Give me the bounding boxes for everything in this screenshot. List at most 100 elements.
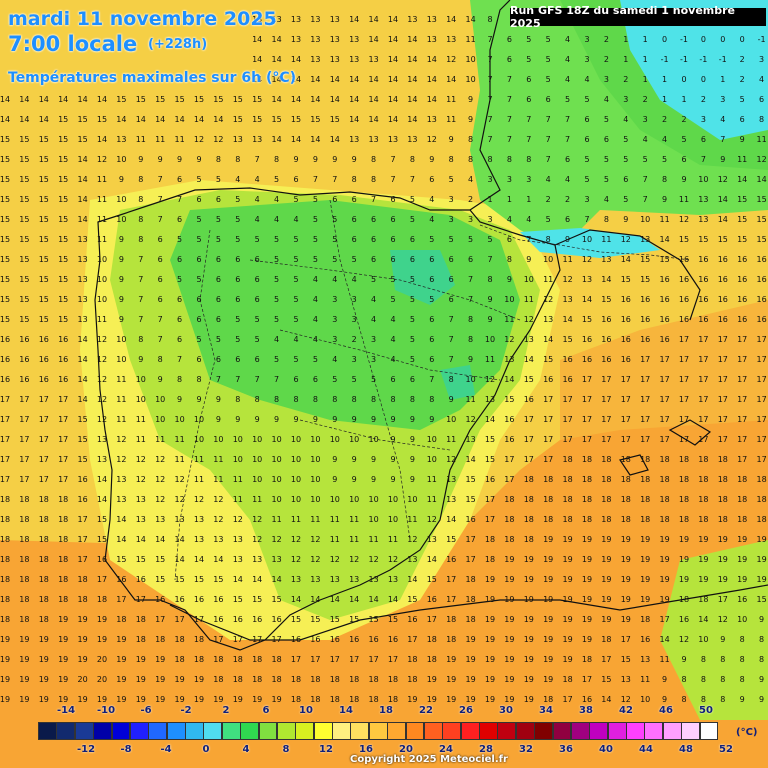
grid-value: 15 xyxy=(640,255,650,264)
grid-value: 5 xyxy=(546,55,551,64)
grid-value: 18 xyxy=(757,495,767,504)
grid-value: 10 xyxy=(698,635,708,644)
grid-value: 4 xyxy=(468,175,473,184)
grid-value: 3 xyxy=(759,55,764,64)
grid-value: 14 xyxy=(330,135,340,144)
grid-value: 19 xyxy=(582,535,592,544)
grid-value: 5 xyxy=(332,235,337,244)
grid-value: 7 xyxy=(526,135,531,144)
grid-value: 15 xyxy=(272,595,282,604)
grid-value: 14 xyxy=(155,535,165,544)
grid-value: 17 xyxy=(737,455,747,464)
grid-value: 11 xyxy=(407,515,417,524)
grid-value: 9 xyxy=(119,255,124,264)
grid-value: 5 xyxy=(546,75,551,84)
grid-value: 19 xyxy=(640,555,650,564)
grid-value: 10 xyxy=(175,415,185,424)
grid-value: 6 xyxy=(352,215,357,224)
grid-value: 6 xyxy=(604,135,609,144)
grid-value: 15 xyxy=(252,115,262,124)
grid-value: 16 xyxy=(698,295,708,304)
grid-value: 5 xyxy=(604,175,609,184)
grid-value: 5 xyxy=(468,235,473,244)
grid-value: 12 xyxy=(407,535,417,544)
grid-value: 6 xyxy=(177,255,182,264)
grid-value: 12 xyxy=(446,455,456,464)
grid-value: 6 xyxy=(196,255,201,264)
grid-value: 17 xyxy=(524,415,534,424)
grid-value: 15 xyxy=(504,395,514,404)
grid-value: 16 xyxy=(155,595,165,604)
grid-value: 9 xyxy=(332,455,337,464)
grid-value: 14 xyxy=(310,95,320,104)
legend-label-bottom: 40 xyxy=(599,744,613,755)
grid-value: 16 xyxy=(563,355,573,364)
grid-value: 17 xyxy=(543,455,553,464)
grid-value: 5 xyxy=(313,215,318,224)
grid-value: 8 xyxy=(468,335,473,344)
grid-value: 12 xyxy=(621,235,631,244)
grid-value: 15 xyxy=(252,595,262,604)
grid-value: 10 xyxy=(310,455,320,464)
grid-value: 13 xyxy=(427,115,437,124)
grid-value: 19 xyxy=(485,575,495,584)
border-regions-3 xyxy=(299,419,451,451)
grid-value: 9 xyxy=(449,395,454,404)
grid-value: 4 xyxy=(662,135,667,144)
grid-value: 14 xyxy=(330,75,340,84)
grid-value: 15 xyxy=(97,515,107,524)
grid-value: 12 xyxy=(291,555,301,564)
grid-value: 5 xyxy=(332,375,337,384)
grid-value: 16 xyxy=(660,335,670,344)
grid-value: 6 xyxy=(390,195,395,204)
grid-value: 19 xyxy=(97,635,107,644)
grid-value: 19 xyxy=(58,695,68,704)
grid-value: 19 xyxy=(466,695,476,704)
grid-value: 17 xyxy=(19,435,29,444)
grid-value: 11 xyxy=(446,435,456,444)
grid-value: 20 xyxy=(97,655,107,664)
grid-value: 6 xyxy=(177,335,182,344)
grid-value: 19 xyxy=(39,655,49,664)
grid-value: 15 xyxy=(136,95,146,104)
grid-value: 6 xyxy=(196,315,201,324)
grid-value: 6 xyxy=(449,295,454,304)
grid-value: 15 xyxy=(19,195,29,204)
grid-value: 15 xyxy=(0,175,10,184)
grid-value: 13 xyxy=(485,395,495,404)
grid-value: 13 xyxy=(233,535,243,544)
grid-value: 4 xyxy=(352,275,357,284)
grid-value: 9 xyxy=(138,355,143,364)
grid-value: 7 xyxy=(565,115,570,124)
legend-label-bottom: -12 xyxy=(76,744,96,755)
grid-value: 12 xyxy=(175,495,185,504)
grid-value: 16 xyxy=(737,595,747,604)
legend-label-bottom: 48 xyxy=(679,744,693,755)
grid-value: 18 xyxy=(543,695,553,704)
grid-value: 16 xyxy=(446,555,456,564)
grid-value: 19 xyxy=(757,535,767,544)
grid-value: 13 xyxy=(698,215,708,224)
grid-value: 17 xyxy=(349,655,359,664)
grid-value: 18 xyxy=(194,655,204,664)
grid-value: 8 xyxy=(507,155,512,164)
grid-value: 14 xyxy=(78,155,88,164)
grid-value: 17 xyxy=(737,335,747,344)
grid-value: 17 xyxy=(582,375,592,384)
grid-value: 7 xyxy=(429,375,434,384)
grid-value: 14 xyxy=(543,335,553,344)
grid-value: 16 xyxy=(737,315,747,324)
grid-value: 12 xyxy=(504,335,514,344)
grid-value: 19 xyxy=(621,615,631,624)
grid-value: 17 xyxy=(660,355,670,364)
grid-value: 19 xyxy=(718,575,728,584)
grid-value: 5 xyxy=(352,375,357,384)
grid-value: 11 xyxy=(601,235,611,244)
grid-value: 18 xyxy=(621,495,631,504)
grid-value: 17 xyxy=(601,395,611,404)
grid-value: 4 xyxy=(584,75,589,84)
grid-value: 14 xyxy=(252,75,262,84)
grid-value: 15 xyxy=(310,615,320,624)
grid-value: 6 xyxy=(196,195,201,204)
grid-value: 17 xyxy=(330,655,340,664)
